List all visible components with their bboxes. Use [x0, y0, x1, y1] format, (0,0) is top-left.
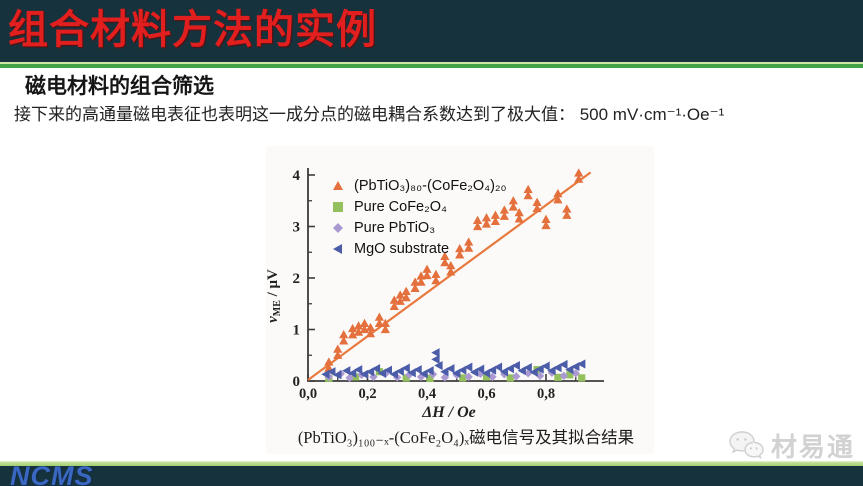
svg-text:1: 1 [293, 323, 301, 339]
wechat-bubbles-icon [729, 430, 764, 459]
page-title: 组合材料方法的实例 [8, 8, 377, 52]
title-bar: 组合材料方法的实例 [0, 0, 863, 62]
svg-text:MgO substrate: MgO substrate [354, 241, 449, 257]
title-divider [0, 62, 863, 68]
svg-text:0,2: 0,2 [358, 386, 376, 402]
chart-caption: (PbTiO₃)₁₀₀₋ₓ-(CoFe₂O₄)ₓ磁电信号及其拟合结果 [297, 428, 635, 447]
footer-bar [0, 466, 863, 486]
svg-text:Pure PbTiO₃: Pure PbTiO₃ [354, 220, 435, 236]
svg-text:(PbTiO₃)₈₀-(CoFe₂O₄)₂₀: (PbTiO₃)₈₀-(CoFe₂O₄)₂₀ [354, 178, 507, 194]
footer-divider [0, 461, 863, 466]
svg-text:0,6: 0,6 [477, 386, 495, 402]
svg-text:ΔH / Oe: ΔH / Oe [421, 404, 476, 421]
svg-text:0,4: 0,4 [418, 386, 436, 402]
watermark-text: 材易通 [770, 432, 855, 462]
svg-text:Pure CoFe₂O₄: Pure CoFe₂O₄ [354, 199, 447, 215]
scatter-chart: 0 1 2 3 4 0,0 0,2 0,4 0,6 0,8 ΔH / Oe vME / μV (PbTi… [265, 168, 604, 421]
ncms-logo: NCMS [10, 461, 94, 486]
chart-image-area [266, 146, 654, 454]
body-text: 接下来的高通量磁电表征也表明这一成分点的磁电耦合系数达到了极大值： 500 mV… [14, 105, 725, 124]
svg-text:0,0: 0,0 [299, 386, 317, 402]
svg-text:0,8: 0,8 [537, 386, 555, 402]
svg-text:vME / μV: vME / μV [265, 269, 283, 323]
subtitle: 磁电材料的组合筛选 [25, 75, 214, 98]
svg-text:4: 4 [293, 168, 301, 184]
svg-text:0: 0 [293, 374, 301, 390]
watermark: 材易通 [728, 427, 855, 464]
svg-text:2: 2 [293, 271, 301, 287]
svg-text:3: 3 [293, 220, 301, 236]
